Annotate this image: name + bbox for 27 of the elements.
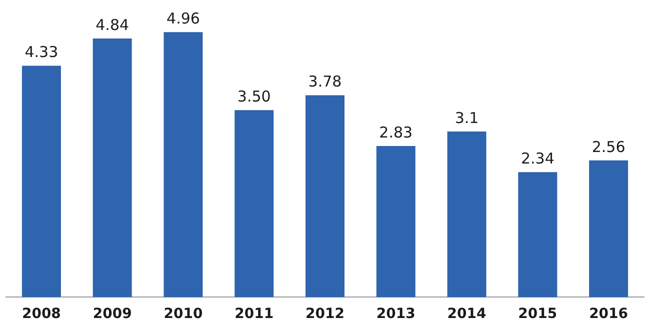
x-tick-label: 2016 [589,306,628,322]
bar [518,172,558,298]
bar [22,66,61,298]
bar [376,146,416,298]
x-tick-label: 2013 [376,306,416,322]
x-tick-label: 2014 [447,306,487,322]
bar [234,110,274,298]
data-label: 4.84 [96,16,130,34]
data-label: 2.34 [520,150,554,168]
data-label: 4.33 [24,43,58,62]
x-tick-label: 2015 [518,306,558,322]
data-label: 4.96 [166,10,200,28]
bar [164,32,203,298]
data-label: 2.83 [379,123,413,142]
data-label: 3.78 [308,72,342,91]
data-label: 3.1 [454,108,479,127]
x-tick-label: 2009 [92,306,132,322]
bar [589,160,628,298]
bar [92,38,132,298]
x-tick-label: 2008 [22,306,61,322]
x-tick-label: 2012 [306,306,344,322]
x-tick-label: 2011 [234,306,274,322]
x-tick-label: 2010 [164,306,203,322]
bar [447,132,486,298]
bar [306,95,344,298]
data-label: 2.56 [592,138,626,156]
data-label: 3.50 [237,88,271,106]
